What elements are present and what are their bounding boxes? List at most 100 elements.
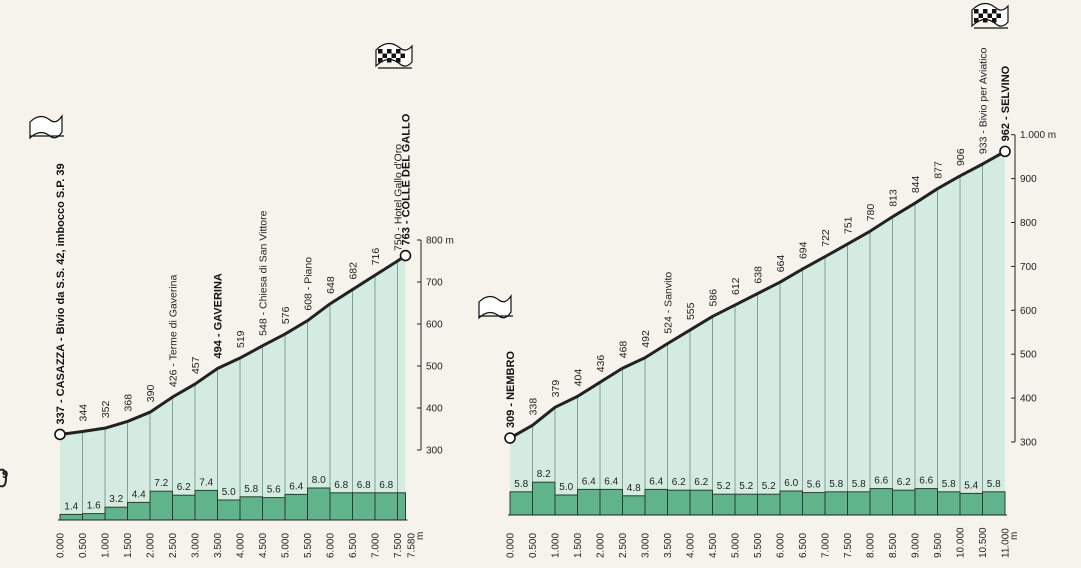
point-label: 612 [730,277,742,295]
gradient-label: 6.8 [357,480,371,491]
gradient-label: 5.8 [244,484,258,495]
x-tick-label: 5.000 [281,533,292,558]
x-tick-label: 4.500 [258,533,269,558]
point-label: 344 [78,404,90,422]
gradient-bar [644,488,668,516]
gradient-label: 6.0 [784,478,798,489]
x-tick-label: 6.000 [776,533,787,558]
y-tick-label: 700 [426,278,443,289]
point-label: 722 [820,229,832,247]
x-tick-label: 8.500 [888,533,899,558]
x-tick-label: 1.500 [123,533,134,558]
gradient-bar [509,491,533,516]
gradient-bar [82,513,106,521]
profile-line-1 [59,254,407,436]
point-label: 309 - NEMBRO [505,351,517,428]
point-label: 426 - Terme di Gaverina [168,274,180,387]
point-label: 519 [235,330,247,348]
x-tick-label: 4.000 [686,533,697,558]
x-tick-label: 9.500 [933,533,944,558]
gradient-bar [59,513,83,521]
gradient-label: 5.8 [987,479,1001,490]
point-label: 608 - Piano [303,257,315,311]
y-tick-label: 400 [1020,394,1037,405]
gradient-bar [937,491,961,516]
gradient-bar [757,493,781,516]
x-tick-label: 6.000 [326,533,337,558]
gradient-label: 6.4 [649,476,663,487]
gradient-bar [239,496,263,521]
start-flag-icon [29,114,64,140]
finish-marker [399,249,412,262]
gradient-bar [869,488,893,516]
gradient-label: 6.2 [694,477,708,488]
x-tick-label: 3.000 [641,533,652,558]
point-label: 906 [955,148,967,166]
point-label: 436 [595,355,607,373]
gradient-bar [599,488,623,516]
gradient-label: 6.2 [177,482,191,493]
gradient-label: 1.4 [64,501,78,512]
gradient-label: 5.4 [964,480,978,491]
point-label: 751 [843,216,855,234]
gradient-bar [554,494,578,516]
y-tick-label: 700 [1020,262,1037,273]
x-tick-label: 11.000 [1001,528,1012,558]
x-tick-label: 4.500 [708,533,719,558]
point-label: 780 [865,204,877,222]
y-tick-label: 400 [426,404,443,415]
x-tick-label: 7.500 [843,533,854,558]
gradient-bar [307,487,331,521]
point-label: 962 - SELVINO [1000,65,1012,141]
gradient-bar [172,494,196,521]
x-tick-label: 1.000 [551,533,562,558]
point-label: 494 - GAVERINA [213,273,225,358]
gradient-bar [532,481,556,516]
x-tick-label: 10.500 [978,527,989,558]
start-marker [54,428,66,441]
y-tick-label: 1.000 m [1020,130,1056,141]
point-label: 813 [888,189,900,207]
point-label: 338 [528,398,540,416]
point-label: 404 [573,369,585,387]
x-tick-label: 3.500 [213,533,224,558]
point-label: 352 [100,400,112,418]
gradient-bar [397,492,406,521]
x-tick-label: 7.000 [821,533,832,558]
point-label: 457 [190,356,202,374]
gradient-label: 8.2 [537,469,551,480]
gradient-bar [847,491,871,516]
gradient-bar [149,490,173,521]
y-tick-label: 300 [426,446,443,457]
x-tick-label: 7.580 [407,533,418,558]
gradient-label: 4.8 [627,483,641,494]
gradient-label: 3.2 [109,494,123,505]
gradient-bar [284,493,308,521]
gradient-bar [374,492,398,521]
left-edge-arc [0,468,8,488]
gradient-bar [892,489,916,516]
x-tick-label: 0.500 [78,533,89,558]
point-label: 548 - Chiesa di San Vittore [258,210,270,335]
gradient-bar [104,506,128,521]
gradient-label: 5.8 [942,479,956,490]
x-tick-label: 6.500 [348,533,359,558]
point-label: 694 [798,241,810,259]
x-tick-label: 0.000 [56,533,67,558]
y-tick-label: 500 [1020,350,1037,361]
gradient-bar [194,489,218,521]
x-tick-label: 3.000 [191,533,202,558]
gradient-bar [689,489,713,516]
gradient-label: 5.8 [829,479,843,490]
gradient-bar [914,488,938,516]
gradient-label: 5.2 [762,481,776,492]
x-tick-label: 2.500 [618,533,629,558]
gradient-label: 1.6 [87,501,101,512]
x-tick-label: 2.000 [146,533,157,558]
point-label: 492 [640,330,652,348]
x-tick-label: 10.000 [956,527,967,558]
gradient-label: 5.0 [559,482,573,493]
gradient-bar [262,497,286,521]
profile-area-1 [60,255,406,521]
